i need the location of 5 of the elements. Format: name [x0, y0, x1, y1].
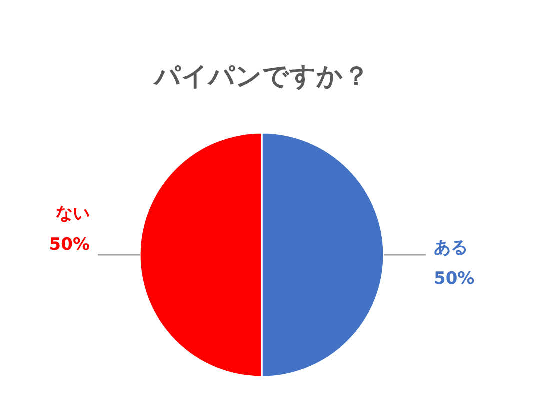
data-label: 50% — [434, 269, 475, 289]
data-label: 50% — [49, 235, 90, 255]
slice-label: ない — [56, 204, 90, 224]
chart-title: パイパンですか？ — [152, 62, 370, 92]
slice-label: ある — [434, 238, 468, 258]
